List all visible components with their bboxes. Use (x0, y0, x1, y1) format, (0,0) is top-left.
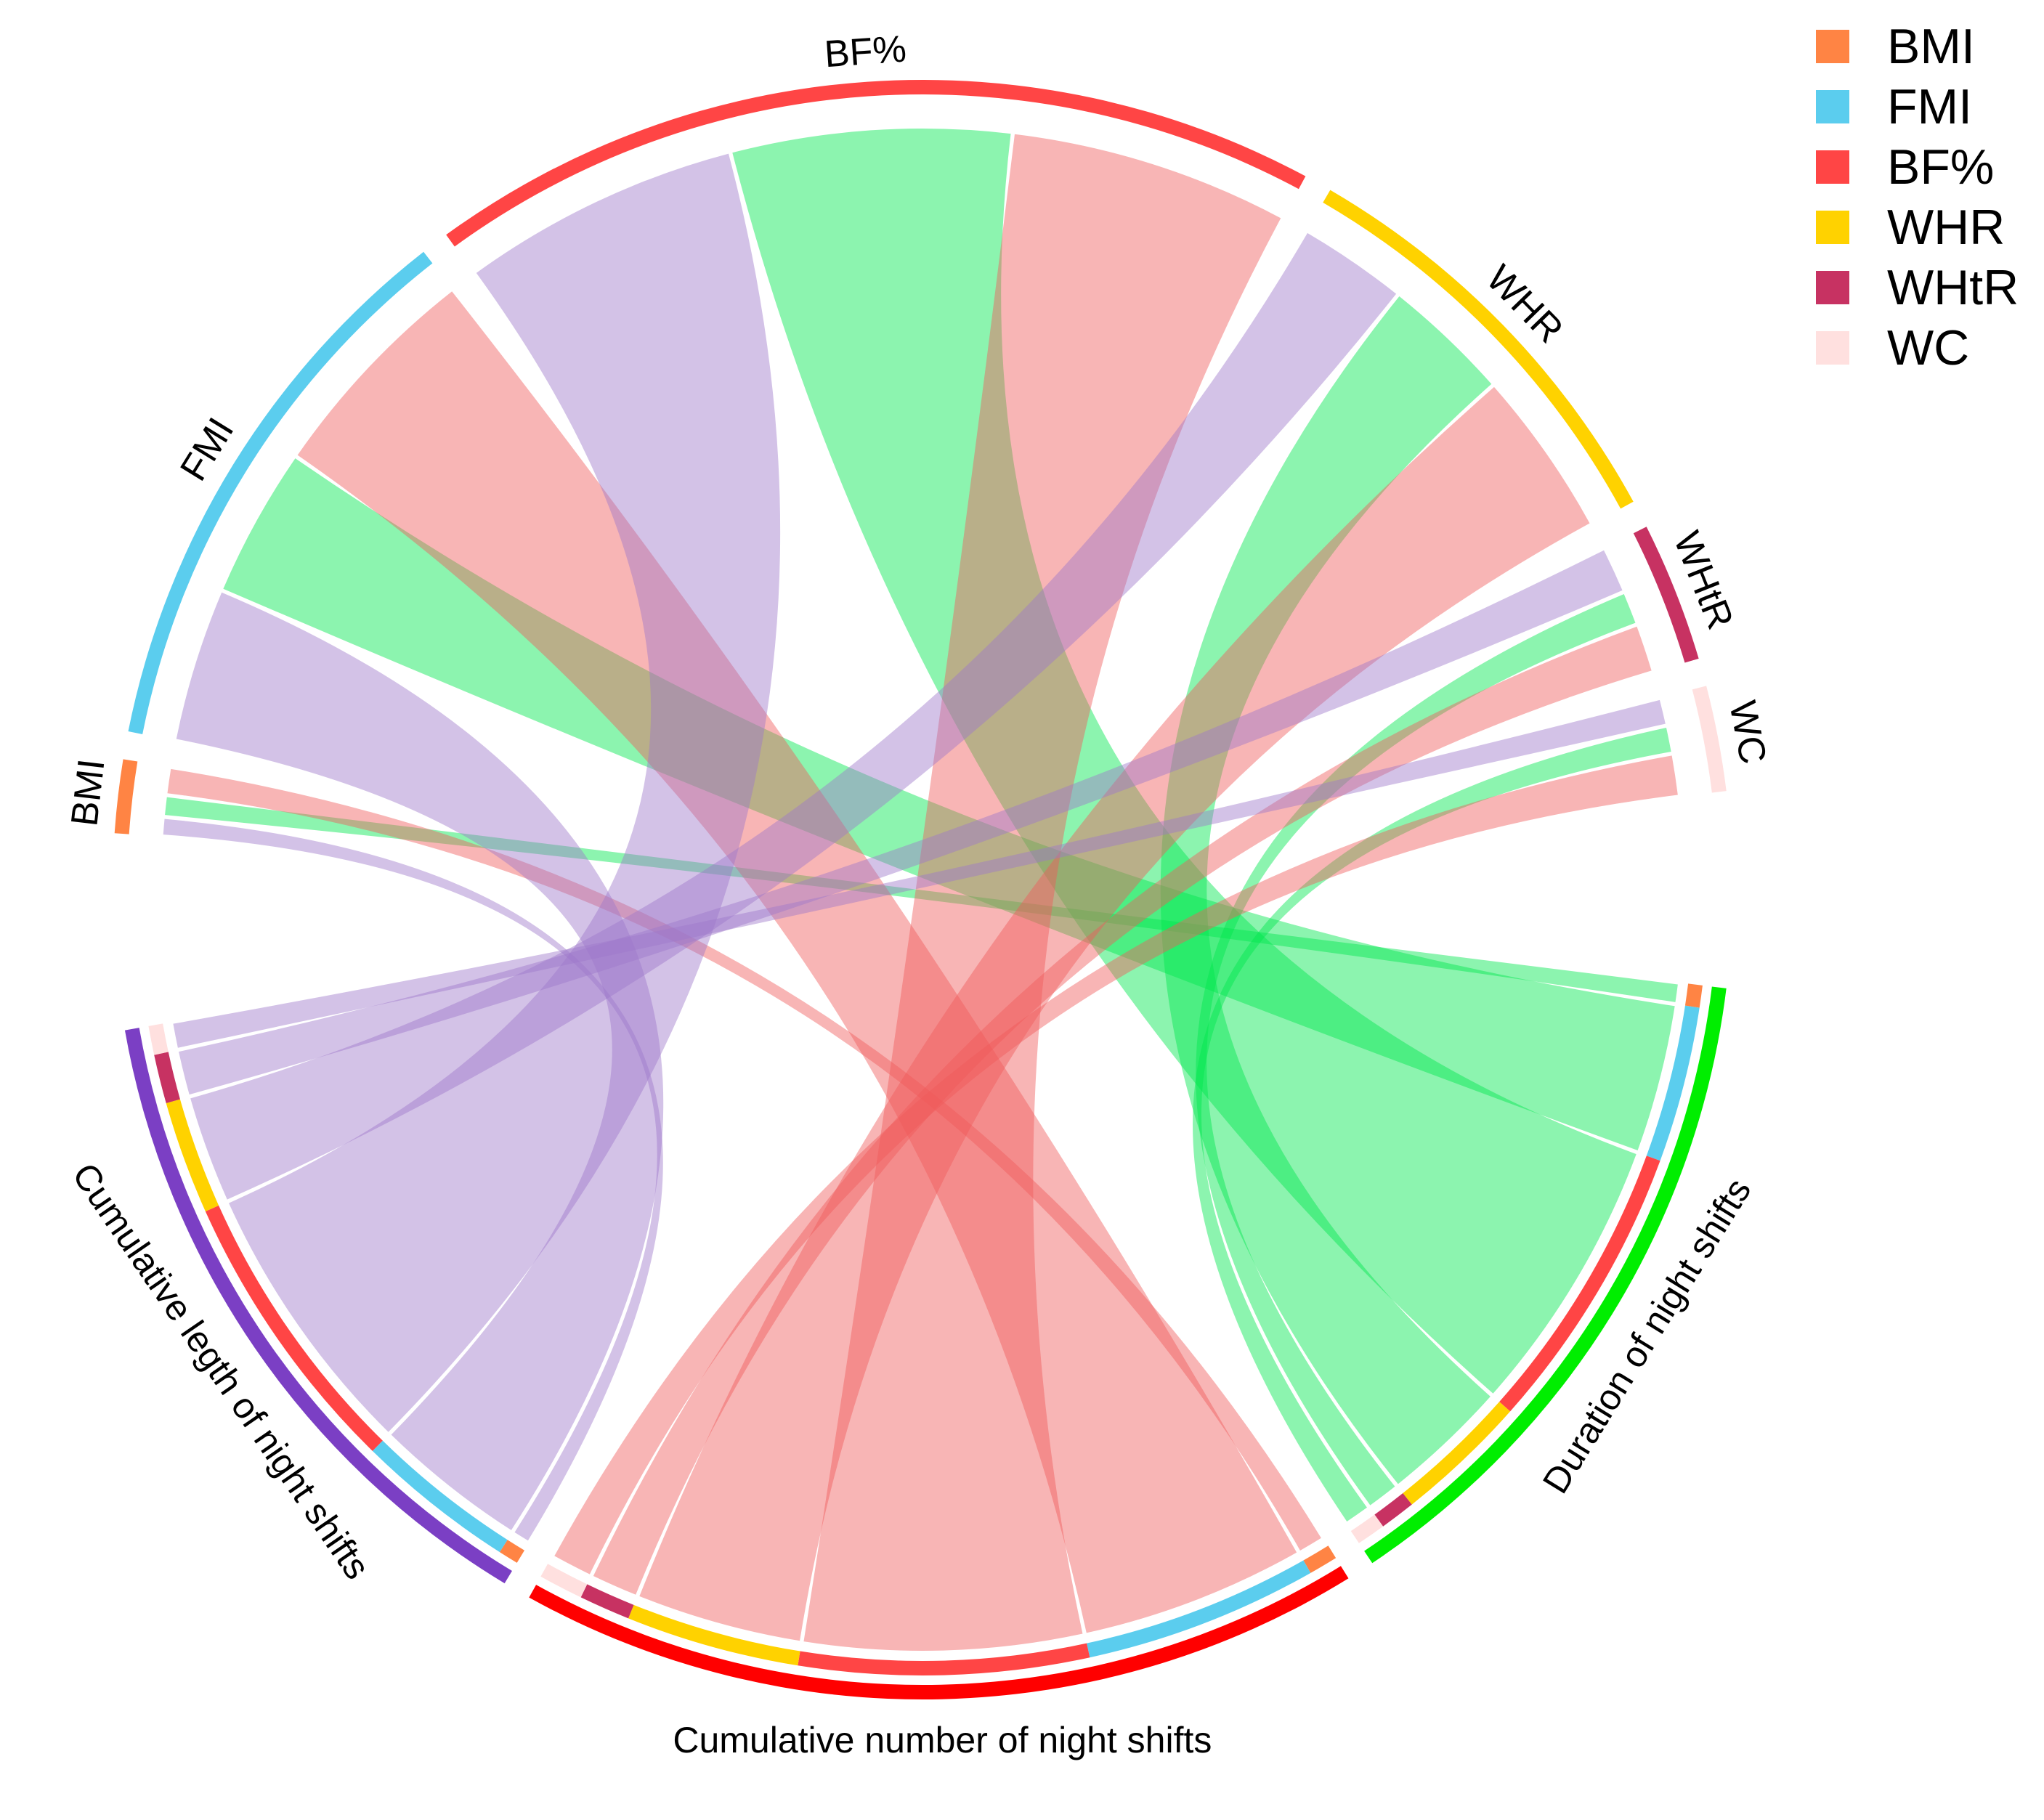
ribbon-dur-fmi (223, 458, 1675, 1150)
legend-item-bf: BF% (1816, 137, 2019, 197)
legend-swatch (1816, 210, 1849, 244)
legend-swatch (1816, 89, 1849, 123)
sector-label-whr: WHR (1478, 257, 1571, 351)
legend-item-fmi: FMI (1816, 76, 2019, 137)
sector-outer-whtr (1633, 527, 1699, 663)
legend-item-whr: WHR (1816, 197, 2019, 257)
sector-outer-bmi (114, 759, 138, 834)
sector-inner-num-whtr (580, 1584, 634, 1619)
ribbon-dur-bmi (165, 797, 1678, 1002)
sector-label-bmi: BMI (63, 757, 113, 829)
sector-label-num: Cumulative number of night shifts (673, 1720, 1212, 1760)
ribbon-dur-whr (1160, 296, 1492, 1484)
legend-label: WC (1887, 320, 1970, 375)
sector-inner-dur-fmi (1646, 1005, 1700, 1161)
sector-inner-dur-whtr (1374, 1492, 1412, 1527)
sector-inner-num-whr (628, 1604, 800, 1666)
ribbon-dur-bf (732, 129, 1637, 1394)
legend-item-bmi: BMI (1816, 16, 2019, 76)
sector-outer-wc (1692, 686, 1727, 793)
sector-outer-num (529, 1566, 1349, 1699)
ribbon-num-whr (639, 386, 1590, 1641)
ribbon-len-whtr (179, 550, 1623, 1095)
ribbons-layer (163, 129, 1678, 1652)
legend-label: BMI (1887, 18, 1975, 74)
sector-inner-num-bmi (1303, 1545, 1337, 1573)
ribbon-len-bf (228, 153, 781, 1432)
legend-label: WHR (1887, 199, 2006, 255)
tracks-layer (114, 80, 1727, 1699)
sector-inner-dur-bf (1499, 1155, 1660, 1412)
sector-inner-num-fmi (1087, 1560, 1311, 1658)
sector-inner-len-wc (148, 1023, 169, 1055)
sector-inner-dur-whr (1403, 1402, 1511, 1505)
legend-swatch (1816, 29, 1849, 63)
ribbon-len-wc (173, 699, 1666, 1048)
legend-swatch (1816, 270, 1849, 304)
legend-swatch (1816, 330, 1849, 365)
sector-outer-whr (1323, 190, 1634, 509)
sector-inner-len-fmi (372, 1440, 508, 1553)
ribbon-len-fmi (176, 592, 664, 1530)
sector-inner-len-bf (205, 1205, 383, 1451)
sector-inner-dur-bmi (1684, 983, 1703, 1008)
sector-inner-len-whtr (154, 1052, 180, 1104)
ribbon-num-bf (803, 134, 1281, 1652)
sector-inner-num-wc (540, 1564, 588, 1598)
sector-label-wc: WC (1721, 698, 1774, 768)
legend-item-wc: WC (1816, 317, 2019, 378)
legend-label: FMI (1887, 78, 1973, 134)
legend: BMI FMI BF% WHR WHtR WC (1816, 16, 2019, 378)
legend-label: WHtR (1887, 259, 2019, 315)
sector-inner-num-bf (798, 1643, 1090, 1675)
legend-label: BF% (1887, 139, 1995, 195)
sector-inner-dur-wc (1350, 1514, 1384, 1543)
ribbon-len-whr (190, 232, 1397, 1200)
legend-item-whtr: WHtR (1816, 257, 2019, 317)
ribbon-num-fmi (297, 291, 1297, 1633)
sector-label-bf: BF% (823, 28, 907, 76)
legend-swatch (1816, 150, 1849, 184)
sector-inner-len-bmi (499, 1540, 525, 1563)
sector-inner-len-whr (166, 1099, 219, 1212)
